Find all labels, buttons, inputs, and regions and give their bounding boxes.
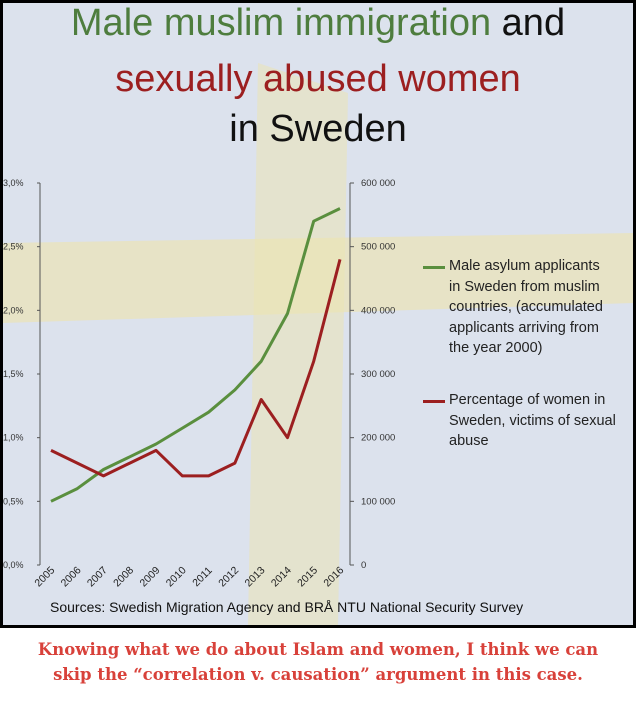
left-tick-label: 0,0% (3, 560, 24, 570)
x-tick-label: 2008 (111, 564, 136, 589)
left-tick-label: 3,0% (3, 178, 24, 188)
right-tick-label: 400 000 (361, 305, 395, 316)
x-tick-label: 2016 (321, 564, 346, 589)
caption-line-1: Knowing what we do about Islam and women… (37, 640, 599, 659)
legend-text-red-1: Percentage of women in (449, 392, 606, 408)
x-tick-label: 2006 (59, 564, 84, 589)
legend-entry-red: Percentage of women in Sweden, victims o… (423, 390, 629, 452)
legend-swatch-red (423, 400, 445, 403)
legend-text-green-3: countries, (accumulated (449, 299, 603, 315)
series-line-red (50, 259, 342, 478)
left-tick-label: 2,0% (3, 305, 24, 315)
legend-entry-green: Male asylum applicants in Sweden from mu… (423, 256, 629, 359)
x-tick-label: 2009 (137, 564, 162, 589)
swedish-flag-background (3, 3, 633, 625)
title-part-2: and (501, 3, 566, 44)
right-tick-label: 500 000 (361, 242, 395, 253)
right-tick-label: 600 000 (361, 178, 395, 189)
right-tick-label: 300 000 (361, 369, 395, 380)
x-tick-label: 2010 (164, 564, 189, 589)
legend-text-green-1: Male asylum applicants (449, 258, 600, 274)
line-chart: 0,0% 0,5% 1,0% 1,5% 2,0% 2,5% 3,0% 0 100 000 200 … (3, 178, 395, 590)
title-line-3: in Sweden (229, 108, 407, 150)
title-line-1: Male muslim immigration and (3, 3, 633, 45)
legend-swatch-green (423, 266, 445, 269)
legend-text-red-3: abuse (449, 433, 489, 449)
chart-panel: Male muslim immigration and sexually abu… (3, 3, 633, 625)
x-tick-label: 2011 (190, 565, 215, 590)
sources-note: Sources: Swedish Migration Agency and BR… (50, 599, 524, 615)
left-tick-label: 1,5% (3, 369, 24, 379)
right-tick-label: 200 000 (361, 433, 395, 444)
x-tick-label: 2005 (32, 564, 57, 589)
x-tick-label: 2007 (85, 564, 110, 589)
legend-text-red-2: Sweden, victims of sexual (449, 412, 616, 429)
x-tick-label: 2012 (216, 564, 241, 589)
right-tick-label: 100 000 (361, 496, 395, 507)
left-tick-label: 1,0% (3, 433, 24, 443)
series-line-green (50, 207, 341, 503)
caption-box: Knowing what we do about Islam and women… (0, 628, 636, 702)
left-tick-label: 2,5% (3, 242, 24, 252)
legend-text-green-4: applicants arriving from (449, 319, 599, 336)
caption-line-2: skip the “correlation v. causation” argu… (53, 665, 583, 684)
right-tick-label: 0 (361, 560, 366, 571)
x-tick-label: 2013 (243, 564, 268, 589)
title-line-2: sexually abused women (115, 58, 521, 100)
title-part-1: Male muslim immigration (70, 3, 492, 44)
legend-text-green-2: in Sweden from muslim (449, 278, 600, 295)
legend-text-green-5: the year 2000) (449, 340, 543, 356)
x-tick-label: 2015 (295, 564, 320, 589)
left-tick-label: 0,5% (3, 496, 24, 506)
x-tick-label: 2014 (269, 564, 294, 589)
